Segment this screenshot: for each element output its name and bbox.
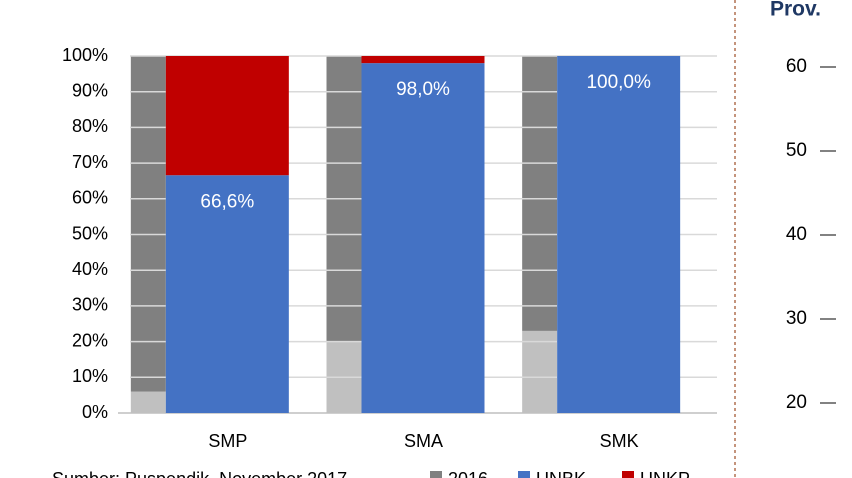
bar-2016-light bbox=[522, 330, 558, 413]
bar-unbk bbox=[165, 175, 289, 413]
legend-label: 2016 bbox=[448, 469, 488, 478]
bar-2016 bbox=[522, 56, 558, 331]
bar-unkp bbox=[361, 56, 485, 64]
data-label: 98,0% bbox=[396, 79, 450, 100]
legend-label: UNBK bbox=[536, 469, 586, 478]
legend-marker bbox=[518, 471, 530, 478]
bar-unbk bbox=[361, 63, 485, 413]
y-tick-label: 0% bbox=[82, 402, 108, 422]
y-tick-label: 20 bbox=[786, 392, 807, 413]
x-tick-label: SMK bbox=[600, 431, 639, 451]
y-tick-label: 20% bbox=[72, 330, 108, 350]
legend-marker bbox=[622, 471, 634, 478]
data-label: 100,0% bbox=[586, 72, 651, 93]
y-tick-label: 60 bbox=[786, 56, 807, 77]
x-tick-label: SMA bbox=[404, 431, 443, 451]
bar-unbk bbox=[557, 56, 681, 413]
y-tick-label: 90% bbox=[72, 80, 108, 100]
y-tick-label: 80% bbox=[72, 116, 108, 136]
y-tick-label: 30% bbox=[72, 295, 108, 315]
y-tick-label: 60% bbox=[72, 188, 108, 208]
bar-2016-light bbox=[130, 391, 166, 413]
legend-marker bbox=[430, 471, 442, 478]
legend-label: UNKP bbox=[640, 469, 690, 478]
y-tick-label: 70% bbox=[72, 152, 108, 172]
y-tick-label: 30 bbox=[786, 308, 807, 329]
x-tick-label: SMP bbox=[208, 431, 247, 451]
data-label: 66,6% bbox=[200, 191, 254, 212]
y-tick-label: 50 bbox=[786, 140, 807, 161]
bar-2016 bbox=[130, 56, 166, 392]
y-tick-label: 40 bbox=[786, 224, 807, 245]
source-note: Sumber: Puspendik, November 2017 bbox=[52, 469, 347, 478]
y-tick-label: 100% bbox=[62, 45, 108, 65]
bar-unkp bbox=[165, 56, 289, 176]
y-tick-label: 40% bbox=[72, 259, 108, 279]
y-tick-label: 10% bbox=[72, 366, 108, 386]
y-tick-label: 50% bbox=[72, 223, 108, 243]
chart-title: Prov. bbox=[770, 0, 821, 21]
